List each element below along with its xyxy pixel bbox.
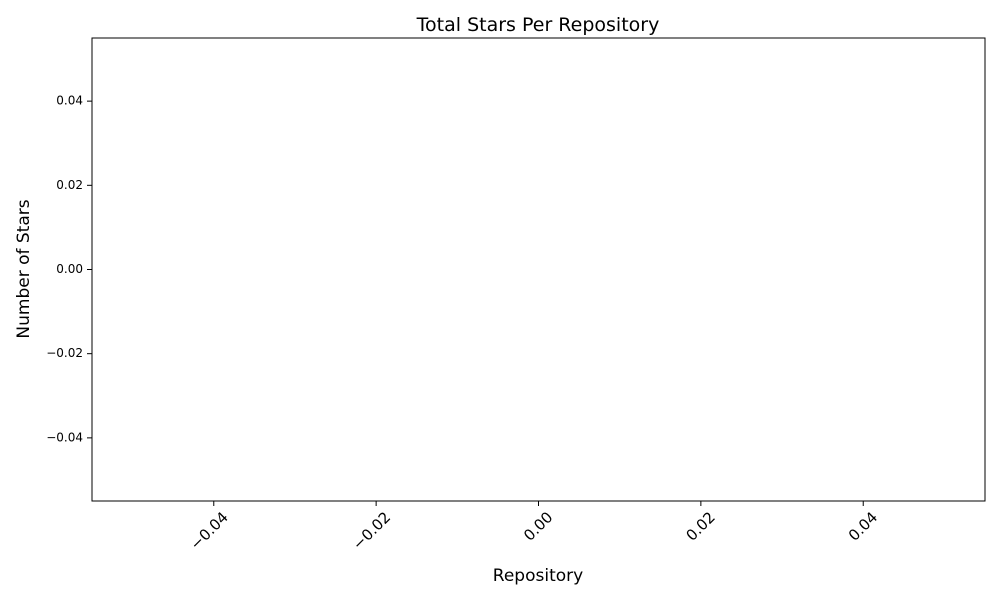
- y-tick-label: 0.00: [56, 262, 83, 276]
- y-tick-label: 0.04: [56, 94, 83, 108]
- x-tick-label: 0.02: [683, 508, 719, 544]
- x-axis-ticks: −0.04 −0.02 0.00 0.02 0.04: [187, 501, 881, 554]
- y-tick-label: −0.04: [46, 430, 83, 444]
- x-tick-label: −0.04: [187, 508, 232, 553]
- y-axis-ticks: 0.04 0.02 0.00 −0.02 −0.04: [46, 94, 92, 444]
- x-axis-label: Repository: [493, 566, 583, 586]
- y-tick-label: 0.02: [56, 178, 83, 192]
- chart-title: Total Stars Per Repository: [416, 14, 660, 36]
- x-tick-label: 0.04: [845, 508, 881, 544]
- plot-area-frame: [91, 37, 986, 502]
- y-tick-label: −0.02: [46, 346, 83, 360]
- x-tick-label: −0.02: [349, 508, 394, 553]
- x-tick-label: 0.00: [520, 508, 556, 544]
- y-axis-label: Number of Stars: [14, 199, 34, 338]
